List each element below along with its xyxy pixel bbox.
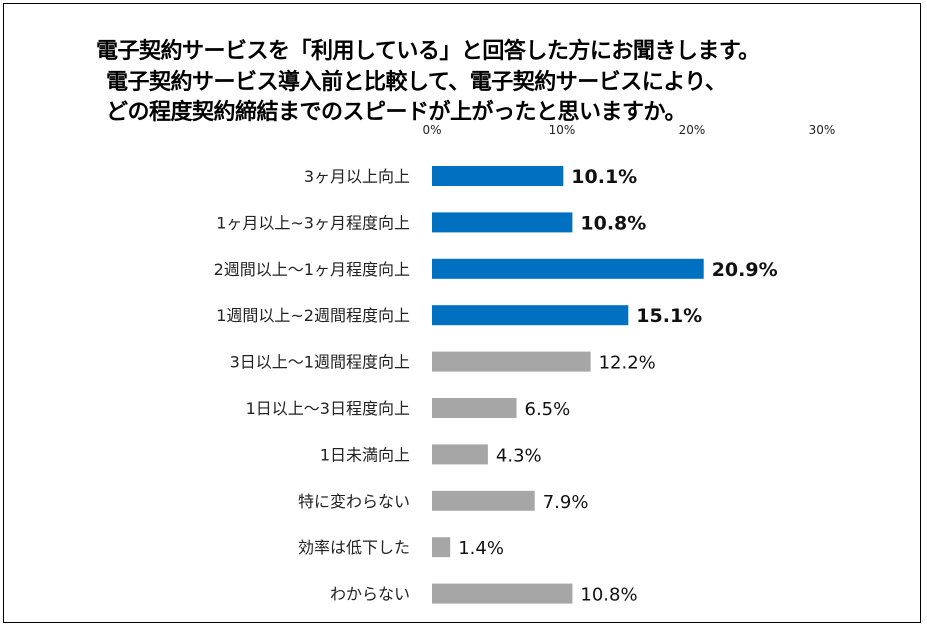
x-tick-label: 20% [679,123,706,137]
category-label: 1週間以上~2週間程度向上 [216,306,410,325]
x-tick-label: 30% [809,123,836,137]
data-label: 10.8% [580,212,646,234]
data-label: 4.3% [496,445,542,466]
category-label: 3ヶ月以上向上 [304,167,410,186]
category-label: 特に変わらない [298,492,410,511]
category-label: 1日未満向上 [320,445,410,464]
title-line-3: どの程度契約締結までのスピードが上がったと思いますか。 [106,100,687,125]
data-label: 12.2% [599,353,656,374]
bar [432,305,629,326]
category-label: 効率は低下した [298,538,410,557]
category-label: 2週間以上～1ヶ月程度向上 [214,260,410,279]
bar [432,537,451,558]
data-label: 7.9% [543,492,589,513]
bar [432,351,591,372]
bar [432,490,535,511]
x-tick-label: 0% [422,123,441,137]
x-tick-label: 10% [549,123,576,137]
category-label: 1ヶ月以上~3ヶ月程度向上 [216,213,410,232]
title-line-1: 電子契約サービスを「利用している」と回答した方にお聞きします。 [96,39,760,64]
data-label: 1.4% [458,538,504,559]
category-label: 3日以上～1週間程度向上 [230,353,410,372]
category-labels: 3ヶ月以上向上 1ヶ月以上~3ヶ月程度向上 2週間以上～1ヶ月程度向上 1週間以上~2… [214,167,410,604]
category-label: わからない [330,585,410,604]
value-labels: 10.1% 10.8% 20.9% 15.1% 12.2% 6.5% 4.3% 7.9% 1.4… [458,166,777,606]
data-label: 20.9% [712,259,778,281]
x-axis-ticks: 0% 10% 20% 30% [422,123,835,137]
data-label: 10.8% [580,585,637,606]
data-label: 10.1% [571,166,637,188]
data-label: 15.1% [636,305,702,327]
title-line-2: 電子契約サービス導入前と比較して、電子契約サービスにより、 [106,70,727,95]
category-label: 1日以上～3日程度向上 [246,399,410,418]
bar [432,444,488,465]
bar [432,583,573,604]
bar [432,398,517,418]
data-label: 6.5% [525,399,571,420]
bar [432,212,573,233]
bar [432,166,564,186]
bar [432,258,704,279]
bars [432,166,704,604]
